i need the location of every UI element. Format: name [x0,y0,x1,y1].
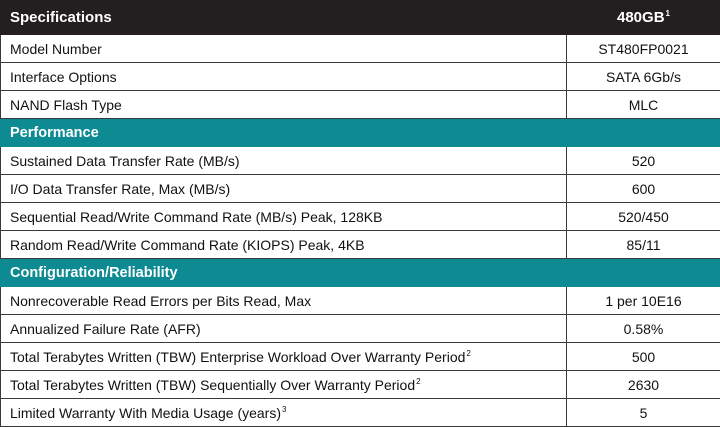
section-title: Configuration/Reliability [1,259,567,287]
row-label-text: Annualized Failure Rate (AFR) [10,321,201,337]
row-label: NAND Flash Type [1,91,567,119]
table-row: NAND Flash Type MLC [1,91,720,119]
table-row: Total Terabytes Written (TBW) Enterprise… [1,343,720,371]
table-row: Sequential Read/Write Command Rate (MB/s… [1,203,720,231]
table-row: Annualized Failure Rate (AFR) 0.58% [1,315,720,343]
table-row: Total Terabytes Written (TBW) Sequential… [1,371,720,399]
row-value: SATA 6Gb/s [567,63,720,91]
row-label: Random Read/Write Command Rate (KIOPS) P… [1,231,567,259]
specifications-heading: Specifications [1,1,567,35]
row-value: 85/11 [567,231,720,259]
capacity-label: 480GB [617,9,665,26]
table-row: Model Number ST480FP0021 [1,35,720,63]
table-row: Limited Warranty With Media Usage (years… [1,399,720,427]
table-row: Nonrecoverable Read Errors per Bits Read… [1,287,720,315]
table-row: Random Read/Write Command Rate (KIOPS) P… [1,231,720,259]
table-row: Sustained Data Transfer Rate (MB/s) 520 [1,147,720,175]
row-label: Total Terabytes Written (TBW) Sequential… [1,371,567,399]
table-row: Interface Options SATA 6Gb/s [1,63,720,91]
section-spacer [567,119,720,147]
row-value: MLC [567,91,720,119]
row-value: 500 [567,343,720,371]
row-value: ST480FP0021 [567,35,720,63]
row-value: 520 [567,147,720,175]
row-label: Interface Options [1,63,567,91]
row-value: 520/450 [567,203,720,231]
row-label: Total Terabytes Written (TBW) Enterprise… [1,343,567,371]
row-label: Sequential Read/Write Command Rate (MB/s… [1,203,567,231]
row-label-text: Nonrecoverable Read Errors per Bits Read… [10,293,311,309]
row-value: 600 [567,175,720,203]
row-label: Model Number [1,35,567,63]
row-label: Nonrecoverable Read Errors per Bits Read… [1,287,567,315]
row-value: 5 [567,399,720,427]
capacity-heading: 480GB1 [567,1,720,35]
row-label-text: Total Terabytes Written (TBW) Sequential… [10,377,415,393]
section-spacer [567,259,720,287]
footnote-marker: 2 [416,377,420,386]
section-header-reliability: Configuration/Reliability [1,259,720,287]
table-row: I/O Data Transfer Rate, Max (MB/s) 600 [1,175,720,203]
row-value: 2630 [567,371,720,399]
row-label-text: Limited Warranty With Media Usage (years… [10,405,281,421]
row-label: I/O Data Transfer Rate, Max (MB/s) [1,175,567,203]
capacity-footnote: 1 [666,9,670,18]
row-value: 1 per 10E16 [567,287,720,315]
footnote-marker: 2 [466,349,470,358]
section-header-performance: Performance [1,119,720,147]
footnote-marker: 3 [282,405,286,414]
row-label: Limited Warranty With Media Usage (years… [1,399,567,427]
row-label: Sustained Data Transfer Rate (MB/s) [1,147,567,175]
row-label-text: Total Terabytes Written (TBW) Enterprise… [10,349,465,365]
row-value: 0.58% [567,315,720,343]
table-header-row: Specifications 480GB1 [1,1,720,35]
row-label: Annualized Failure Rate (AFR) [1,315,567,343]
section-title: Performance [1,119,567,147]
